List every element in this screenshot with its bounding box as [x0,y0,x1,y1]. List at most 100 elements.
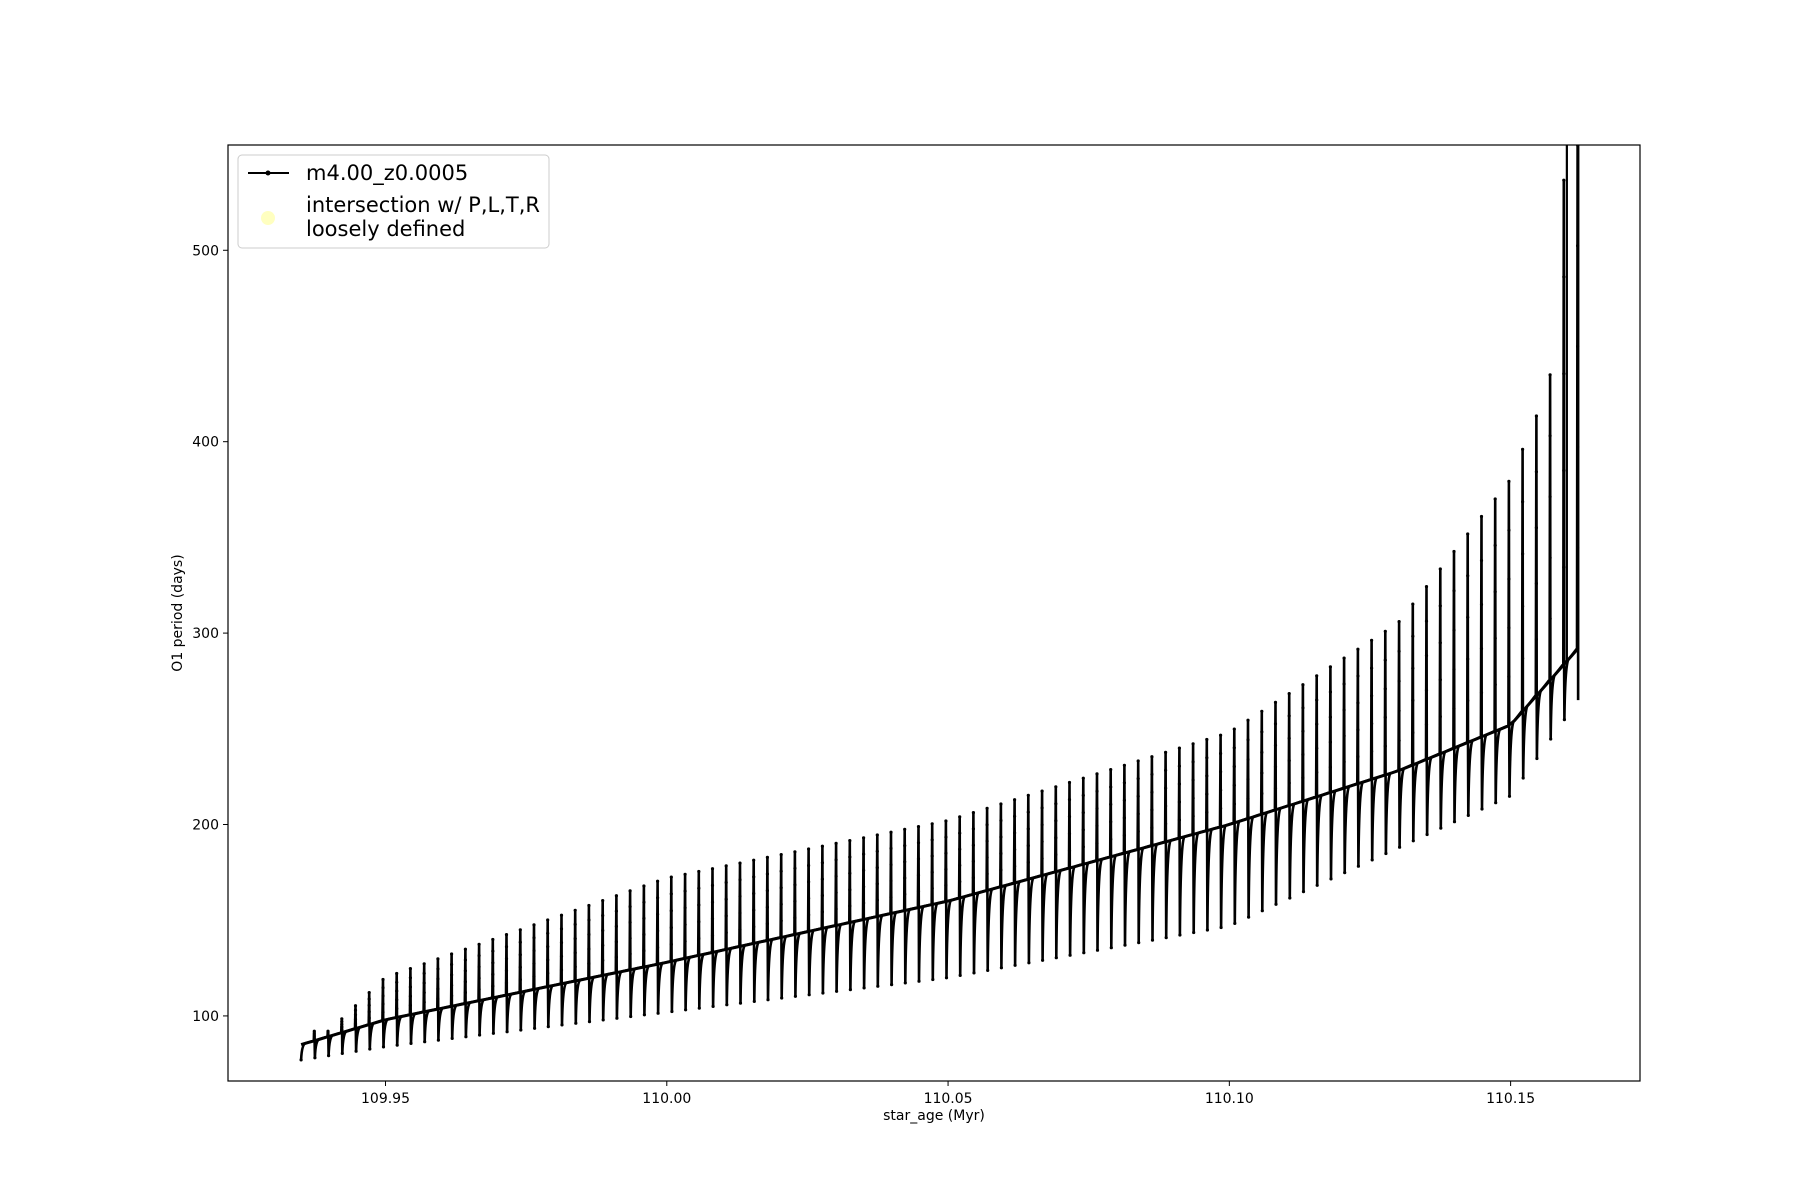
series-point [848,855,852,859]
series-point [930,886,934,890]
series-point [724,931,728,935]
series-point [1246,718,1250,722]
legend-label-series: m4.00_z0.0005 [306,161,468,186]
series-point [560,1023,564,1027]
series-point [340,1025,344,1029]
series-point [958,831,962,835]
series-point [848,888,852,892]
series-point [958,880,962,884]
series-point [463,947,467,951]
series-point [1122,833,1126,838]
series-point [738,928,742,932]
x-axis: 109.95 110.00 110.05 110.10 110.15 [361,1081,1535,1107]
series-point [1562,718,1566,722]
series-point [1232,727,1236,731]
series-point [505,1030,509,1034]
series-point [518,928,522,932]
series-point [1548,678,1552,682]
y-tick-label: 200 [192,818,219,834]
series-point [999,851,1003,856]
series-point [1260,750,1264,755]
series-point [1521,500,1525,504]
series-point [1150,772,1154,777]
series-point [587,947,591,951]
series-point [779,886,783,890]
series-point [1095,824,1099,828]
series-point [1191,760,1195,764]
series-point [958,896,962,900]
series-point [820,844,825,848]
series-point [889,911,893,916]
series-point [1095,841,1099,845]
x-tick-label: 109.95 [361,1091,410,1107]
series-point [669,892,673,896]
series-point [1548,373,1552,377]
series-point [1287,781,1291,785]
series-point [1466,574,1470,578]
series-point [477,942,481,946]
series-point [834,891,838,895]
series-point [1054,956,1058,960]
series-point [354,1049,358,1053]
series-point [1507,479,1511,483]
series-point [1026,860,1030,864]
series-point [862,917,866,922]
series-point [1383,773,1387,777]
series-point [1328,690,1332,694]
series-point [1013,798,1017,802]
series-point [1205,810,1209,814]
series-point [313,1056,317,1060]
series-point [1164,936,1168,940]
series-point [903,981,907,985]
series-point [971,892,976,896]
series-point [1136,794,1140,798]
series-point [1438,751,1442,756]
series-point [1493,543,1497,548]
series-point [587,976,591,980]
series-point [834,907,838,911]
series-point [820,910,825,914]
series-point [972,971,976,975]
plot-frame [227,144,1641,1082]
series-point [944,976,949,980]
series-point [1137,941,1141,945]
series-point [367,1022,371,1026]
series-point [738,1001,743,1005]
series-point [710,933,715,938]
series-point [1150,790,1154,794]
series-point [532,923,536,927]
series-point [368,1047,372,1051]
series-point [848,904,852,908]
series-point [1260,771,1264,775]
series-point [1150,755,1154,759]
series-point [1521,552,1525,556]
series-point [1219,806,1223,811]
series-point [559,954,564,958]
series-point [834,874,838,878]
series-point [683,923,687,927]
series-point [1067,780,1072,785]
series-point [340,1028,344,1032]
series-point [1370,666,1374,670]
series-point [1067,815,1072,819]
series-point [724,947,728,951]
series-point [642,949,646,953]
series-point [656,929,660,933]
series-point [546,984,550,989]
series-point [985,888,989,892]
series-point [1164,768,1168,772]
series-point [478,1033,482,1037]
series-point [985,872,989,876]
series-point [1356,781,1360,786]
series-point [1356,755,1360,759]
series-point [669,926,673,930]
series-point [958,863,962,868]
series-point [821,991,825,995]
series-point [1109,785,1113,789]
series-point [971,827,976,831]
series-point [395,998,399,1002]
series-point [353,1026,358,1030]
series-point [1260,730,1264,734]
series-point [1328,715,1332,719]
series-point [573,965,577,969]
